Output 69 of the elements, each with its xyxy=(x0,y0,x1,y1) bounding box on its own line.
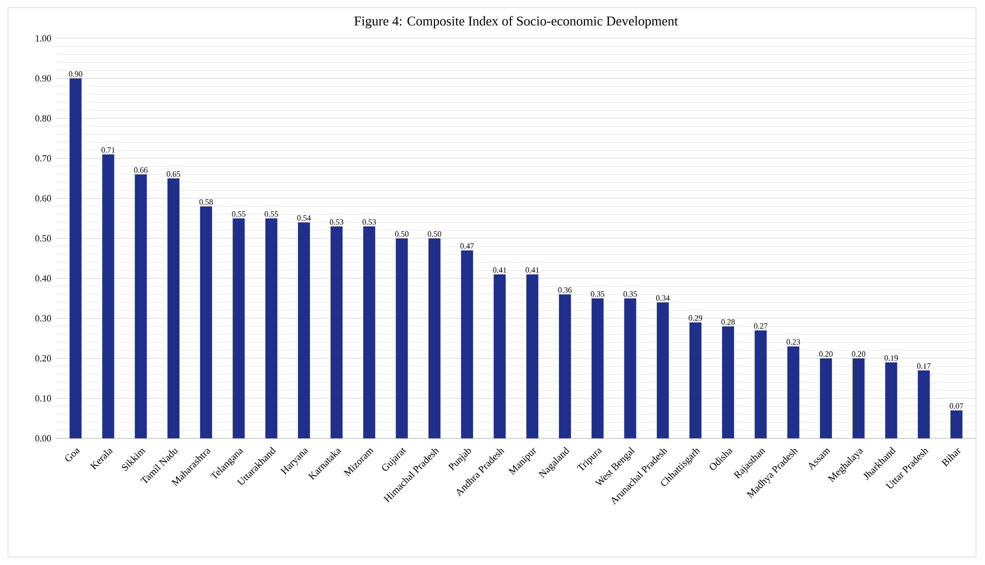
data-label: 0.66 xyxy=(134,167,148,173)
bar xyxy=(494,274,506,438)
data-label: 0.34 xyxy=(656,295,670,301)
x-tick-label: Goa xyxy=(65,448,80,462)
bar xyxy=(592,298,604,438)
data-label: 0.20 xyxy=(819,351,833,357)
bar xyxy=(102,154,114,438)
y-tick-label: 0.20 xyxy=(35,355,51,362)
bar xyxy=(200,206,212,438)
y-tick-label: 0.30 xyxy=(35,315,51,322)
bar xyxy=(754,330,767,438)
data-label: 0.53 xyxy=(362,219,376,225)
bar xyxy=(656,302,669,438)
bar xyxy=(330,226,343,438)
data-label: 0.23 xyxy=(786,339,800,345)
data-label: 0.55 xyxy=(264,211,278,217)
data-label: 0.20 xyxy=(852,351,866,357)
data-label: 0.29 xyxy=(688,315,702,321)
bar xyxy=(461,250,474,438)
bar xyxy=(167,178,180,438)
bar xyxy=(885,362,898,438)
bar xyxy=(298,222,310,438)
data-label: 0.19 xyxy=(884,355,898,361)
data-label: 0.50 xyxy=(428,231,442,237)
bar xyxy=(558,294,571,438)
data-label: 0.27 xyxy=(754,323,768,329)
bar xyxy=(134,174,147,438)
chart-title: Figure 4: Composite Index of Socio-economic Development xyxy=(354,16,678,28)
y-tick-label: 0.50 xyxy=(35,235,51,242)
data-label: 0.35 xyxy=(590,291,604,297)
bar xyxy=(232,218,245,438)
bar xyxy=(918,370,930,438)
data-label: 0.07 xyxy=(950,403,964,409)
y-tick-label: 0.60 xyxy=(35,195,51,202)
bar xyxy=(950,410,962,438)
bar xyxy=(265,218,278,438)
data-label: 0.41 xyxy=(526,267,539,273)
data-label: 0.54 xyxy=(297,215,311,221)
y-tick-label: 0.40 xyxy=(35,275,51,282)
y-tick-label: 0.90 xyxy=(35,75,51,82)
data-label: 0.17 xyxy=(917,363,931,369)
y-tick-label: 0.00 xyxy=(35,435,51,442)
y-tick-label: 0.80 xyxy=(35,115,51,122)
data-label: 0.41 xyxy=(493,267,506,273)
bar xyxy=(820,358,832,438)
bar xyxy=(852,358,865,438)
data-label: 0.65 xyxy=(166,171,180,177)
bar xyxy=(787,346,800,438)
data-label: 0.28 xyxy=(721,319,735,325)
data-label: 0.71 xyxy=(102,147,115,153)
bar xyxy=(428,238,440,438)
bar xyxy=(722,326,734,438)
y-tick-label: 0.70 xyxy=(35,155,51,162)
bar xyxy=(689,322,702,438)
data-label: 0.47 xyxy=(460,243,474,249)
bar xyxy=(363,226,376,438)
data-label: 0.50 xyxy=(395,231,409,237)
y-tick-label: 1.00 xyxy=(36,35,51,42)
bar xyxy=(526,274,538,438)
data-label: 0.58 xyxy=(199,199,213,205)
data-label: 0.90 xyxy=(68,71,82,77)
data-label: 0.53 xyxy=(330,219,344,225)
data-label: 0.36 xyxy=(558,287,572,293)
bar xyxy=(396,238,408,438)
bar xyxy=(70,78,82,438)
y-tick-label: 0.10 xyxy=(35,395,51,402)
data-label: 0.55 xyxy=(232,211,246,217)
data-label: 0.35 xyxy=(624,291,637,297)
bar xyxy=(624,298,636,438)
